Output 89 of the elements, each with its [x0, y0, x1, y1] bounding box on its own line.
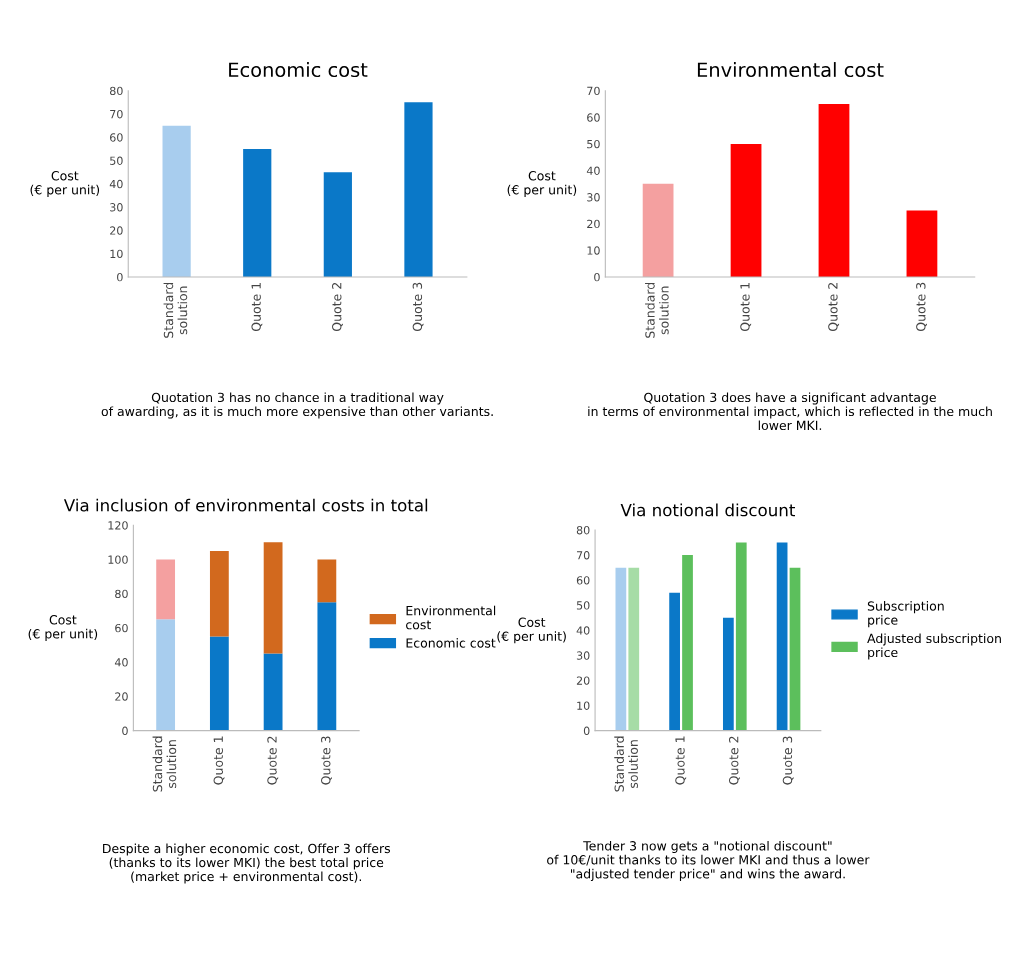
x-tick-label: Quote 3	[782, 736, 794, 785]
y-tick-label: 120	[108, 521, 128, 530]
y-tick-label: 0	[122, 726, 128, 735]
y-tick-label: 30	[587, 193, 600, 202]
x-tick-label: Quote 2	[828, 283, 840, 332]
x-tick-label: Quote 1	[675, 736, 687, 785]
bar	[323, 172, 352, 277]
bar	[263, 653, 283, 731]
y-tick-label: 80	[115, 589, 128, 599]
x-tick-label: Quote 3	[916, 282, 927, 332]
y-tick-label: 20	[110, 226, 123, 235]
bar	[404, 102, 433, 277]
y-tick-label: 0	[594, 272, 600, 282]
y-axis-title: Cost (€ per unit)	[30, 171, 100, 197]
legend-label: Economic cost	[406, 638, 496, 648]
y-tick-label: 50	[587, 139, 600, 149]
bar	[243, 148, 272, 277]
bar	[776, 542, 788, 731]
y-tick-label: 40	[586, 166, 600, 175]
chart-title: Environmental cost	[697, 62, 884, 78]
x-tick-label: Quote 3	[412, 282, 424, 332]
y-tick-label: 40	[114, 658, 128, 667]
y-tick-label: 20	[115, 692, 128, 701]
text: Quotation 3 does have a significant advantage in terms of environmental impact, which is reflected in the much lower MKI.	[588, 392, 992, 431]
legend-label: Adjusted subscription price	[867, 633, 1001, 660]
bar	[209, 636, 229, 731]
y-axis-title: Cost (€ per unit)	[497, 617, 566, 644]
bar	[642, 183, 674, 277]
y-tick-label: 10	[587, 246, 600, 255]
x-tick-label: Standard solution	[163, 282, 188, 338]
x-tick-label: Quote 1	[251, 282, 263, 332]
y-tick-label: 30	[110, 203, 123, 212]
x-tick-label: Quote 2	[332, 283, 343, 332]
text: Tender 3 now gets a "notional discount" of 10€/unit thanks to its lower MKI and thus a lower "adjusted tender price" and wins the award.	[547, 840, 870, 881]
bar	[317, 559, 337, 603]
y-tick-label: 100	[108, 555, 128, 564]
y-tick-label: 70	[110, 109, 123, 119]
y-tick-label: 40	[576, 626, 590, 635]
bar	[317, 602, 337, 731]
legend-label: Subscription price	[867, 601, 944, 628]
x-tick-label: Quote 2	[728, 736, 740, 785]
chart-title: Economic cost	[229, 62, 368, 78]
x-tick-label: Quote 1	[740, 282, 752, 332]
bar	[628, 567, 640, 731]
bar	[722, 617, 734, 731]
bar	[162, 125, 191, 277]
y-tick-label: 50	[110, 156, 123, 165]
bar	[669, 592, 680, 731]
x-tick-label: Standard solution	[645, 282, 669, 338]
y-tick-label: 30	[576, 651, 590, 660]
x-tick-label: Quote 3	[321, 736, 332, 785]
y-tick-label: 20	[587, 219, 600, 229]
bar	[615, 567, 627, 731]
text: Quotation 3 has no chance in a traditional way of awarding, as it is much more expensive than other variants.	[101, 392, 493, 419]
y-tick-label: 40	[109, 179, 123, 189]
x-tick-label: Quote 1	[213, 736, 225, 785]
y-tick-label: 80	[576, 526, 590, 535]
bar	[263, 542, 283, 654]
y-tick-label: 80	[110, 86, 123, 96]
y-tick-label: 60	[587, 113, 600, 122]
chart-title: Via inclusion of environmental costs in total	[63, 498, 428, 512]
y-tick-label: 0	[117, 272, 123, 282]
x-tick-label: Standard solution	[614, 736, 638, 792]
bar	[156, 619, 176, 731]
y-tick-label: 10	[577, 701, 590, 710]
bar	[682, 555, 693, 731]
bar	[735, 542, 747, 731]
y-tick-label: 60	[115, 623, 128, 633]
y-tick-label: 60	[576, 576, 590, 585]
y-axis-title: Cost (€ per unit)	[28, 615, 98, 641]
x-tick-label: Quote 2	[267, 736, 279, 785]
y-tick-label: 50	[576, 601, 590, 610]
y-axis-title: Cost (€ per unit)	[507, 171, 577, 197]
text: Despite a higher economic cost, Offer 3 offers (thanks to its lower MKI) the best total price (market price + environmental cost).	[103, 843, 391, 884]
y-tick-label: 70	[576, 551, 590, 560]
y-tick-label: 10	[110, 249, 123, 259]
bar	[209, 550, 229, 637]
y-tick-label: 20	[576, 676, 590, 685]
y-tick-label: 70	[587, 86, 600, 96]
bar	[906, 210, 938, 277]
y-tick-label: 60	[110, 133, 123, 142]
x-tick-label: Standard solution	[152, 736, 177, 792]
bar	[730, 143, 762, 277]
chart-title: Via notional discount	[620, 503, 795, 517]
bar	[156, 559, 176, 620]
bar	[818, 104, 850, 277]
legend-label: Environmental cost	[406, 605, 496, 630]
y-tick-label: 0	[583, 726, 590, 735]
bar	[789, 567, 801, 731]
